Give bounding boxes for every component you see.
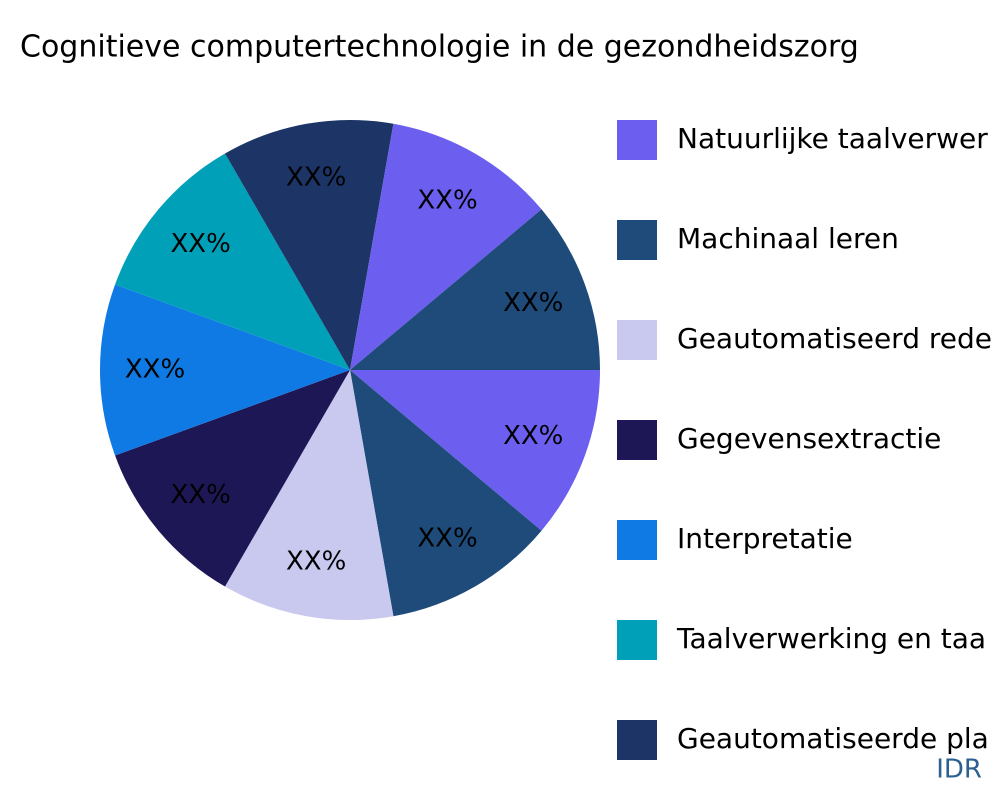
- slice-label: XX%: [286, 547, 346, 577]
- pie-slice: [225, 370, 394, 621]
- pie-slice: [99, 284, 350, 456]
- slice-label: XX%: [417, 523, 477, 553]
- legend-swatch: [617, 620, 657, 660]
- legend-label: Gegevensextractie: [677, 422, 941, 455]
- source: IDR: [936, 755, 982, 785]
- pie-slice: [350, 209, 600, 370]
- slice-label: XX%: [503, 421, 563, 451]
- legend-swatch: [617, 220, 657, 260]
- legend-swatch: [617, 320, 657, 360]
- pie-slice: [350, 123, 542, 370]
- slice-label: XX%: [286, 162, 346, 192]
- slice-label: XX%: [170, 229, 230, 259]
- pie-slice: [115, 153, 350, 370]
- pie-slice: [350, 370, 542, 617]
- legend-label: Interpretatie: [677, 522, 853, 555]
- pie-slice: [115, 370, 350, 587]
- slice-label: XX%: [125, 355, 185, 385]
- chart-title: Cognitieve computertechnologie in de gez…: [20, 30, 859, 65]
- legend-swatch: [617, 120, 657, 160]
- legend-label: Machinaal leren: [677, 222, 899, 255]
- legend-label: Geautomatiseerd rede: [677, 322, 992, 355]
- pie-slice: [350, 370, 600, 531]
- slice-label: XX%: [170, 480, 230, 510]
- slice-label: XX%: [417, 186, 477, 216]
- legend-label: Natuurlijke taalverwer: [677, 122, 988, 155]
- legend-label: Geautomatiseerde pla: [677, 722, 989, 755]
- slice-label: XX%: [503, 288, 563, 318]
- legend-swatch: [617, 720, 657, 760]
- legend-swatch: [617, 520, 657, 560]
- legend-swatch: [617, 420, 657, 460]
- pie-slice: [225, 120, 394, 371]
- legend-label: Taalverwerking en taa: [676, 622, 986, 655]
